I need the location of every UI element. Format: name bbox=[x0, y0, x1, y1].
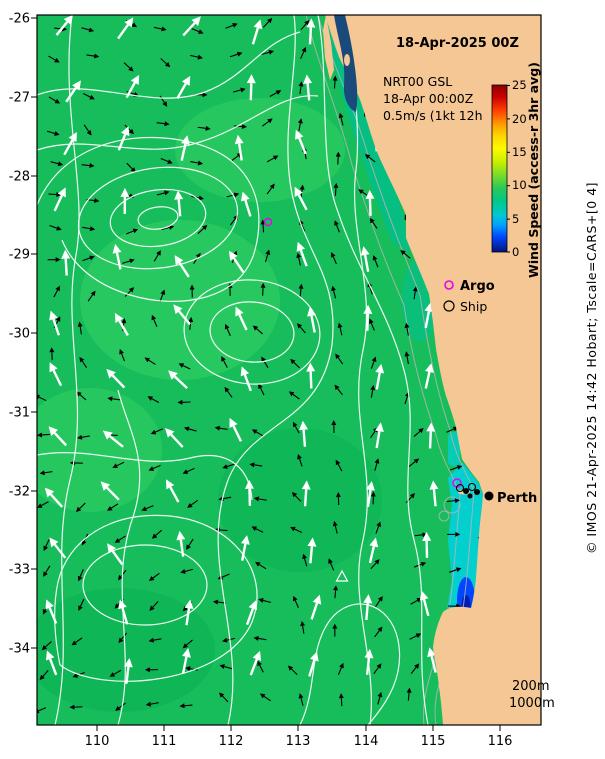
x-tick-label: 111 bbox=[152, 734, 177, 749]
perth-platform-cluster bbox=[452, 478, 480, 499]
cbar-tick: 20 bbox=[512, 112, 527, 126]
cbar-tick: 15 bbox=[512, 145, 527, 159]
dirk-hartog-island bbox=[323, 15, 334, 80]
vector-scale-label: 0.5m/s (1kt 12h bbox=[383, 108, 483, 123]
marker-legend: Argo Ship bbox=[443, 279, 495, 314]
x-axis-ticks bbox=[96, 725, 501, 731]
y-tick-label: -28 bbox=[9, 170, 30, 185]
bay-island bbox=[344, 54, 350, 66]
perth-city-label: Perth bbox=[497, 491, 537, 506]
plot-border bbox=[36, 14, 542, 726]
wind-speed-colorbar: 25 20 15 10 5 0 Wind Speed (access-r 3hr… bbox=[491, 62, 541, 278]
cbar-tick: 25 bbox=[512, 78, 527, 92]
x-tick-label: 115 bbox=[421, 734, 446, 749]
argo-legend-label: Argo bbox=[460, 279, 495, 294]
cbar-tick: 10 bbox=[512, 178, 527, 192]
y-axis-ticks bbox=[31, 17, 37, 649]
y-tick-label: -33 bbox=[9, 563, 30, 578]
depth-1000m-label: 1000m bbox=[509, 696, 555, 711]
ship-legend-label: Ship bbox=[460, 299, 487, 314]
x-tick-label: 116 bbox=[488, 734, 513, 749]
x-tick-label: 113 bbox=[286, 734, 311, 749]
current-streamlines bbox=[37, 15, 429, 725]
cbar-tick: 5 bbox=[512, 212, 519, 226]
y-tick-label: -32 bbox=[9, 485, 30, 500]
wind-speed-patches bbox=[37, 18, 483, 712]
y-tick-label: -31 bbox=[9, 406, 30, 421]
y-tick-label: -26 bbox=[9, 12, 30, 27]
y-tick-label: -34 bbox=[9, 642, 30, 657]
colorbar-title: Wind Speed (access-r 3hr avg) bbox=[526, 62, 541, 278]
perth-city-dot bbox=[484, 491, 494, 501]
map-datetime-title: 18-Apr-2025 00Z bbox=[396, 36, 519, 51]
x-tick-label: 110 bbox=[85, 734, 110, 749]
y-tick-label: -27 bbox=[9, 91, 30, 106]
argo-float-marker bbox=[263, 217, 273, 227]
x-tick-label: 112 bbox=[219, 734, 244, 749]
x-tick-label: 114 bbox=[354, 734, 379, 749]
model-run-label: NRT00 GSL bbox=[383, 74, 452, 89]
copyright-attribution: © IMOS 21-Apr-2025 14:42 Hobart; Tscale=… bbox=[584, 182, 599, 554]
mooring-triangle-marker bbox=[335, 569, 349, 582]
depth-200m-label: 200m bbox=[512, 679, 549, 694]
argo-legend-icon bbox=[444, 280, 454, 290]
coastline-land bbox=[325, 15, 541, 725]
y-tick-label: -30 bbox=[9, 327, 30, 342]
model-time-label: 18-Apr 00:00Z bbox=[383, 91, 473, 106]
ship-legend-icon bbox=[443, 300, 455, 312]
cbar-tick: 0 bbox=[512, 245, 519, 259]
y-tick-label: -29 bbox=[9, 248, 30, 263]
